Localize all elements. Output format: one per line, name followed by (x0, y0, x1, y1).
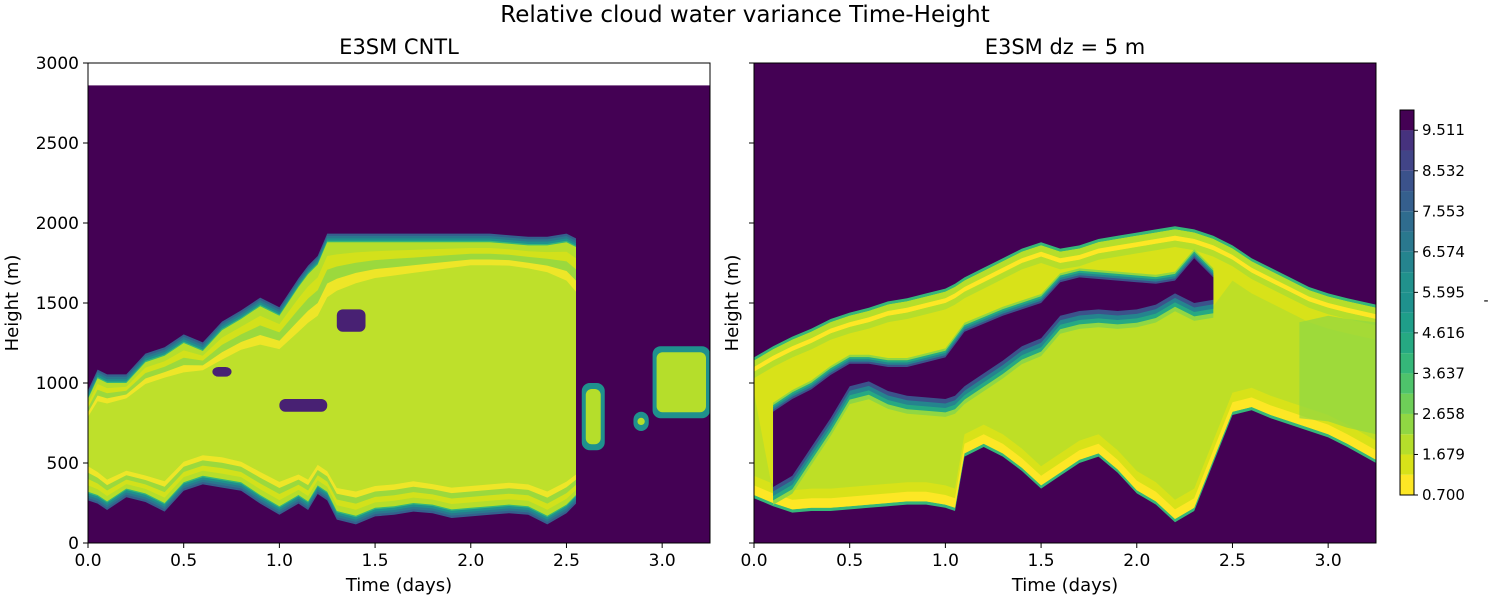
x-axis-label: Time (days) (345, 575, 452, 596)
panel-title: E3SM CNTL (339, 35, 459, 59)
y-tick-label: 2500 (36, 134, 79, 154)
panel-e3sm-cntl: E3SM CNTL 0.0 0.5 1.0 1.5 2.0 2.5 3.0 0 500 1000 15… (2, 35, 711, 596)
colorbar-segment (1400, 272, 1414, 293)
colorbar-segment (1400, 170, 1414, 192)
x-tick-label: 1.0 (932, 551, 959, 571)
contour-band (585, 389, 601, 445)
panel-title: E3SM dz = 5 m (985, 35, 1146, 59)
colorbar-tick-label: 3.637 (1422, 364, 1465, 382)
axes-frame (753, 62, 1377, 544)
x-tick-label: 2.0 (457, 551, 484, 571)
colorbar-segment (1400, 474, 1414, 495)
contour-band (754, 397, 1376, 519)
contour-band (279, 399, 328, 412)
x-tick-label: 2.0 (1123, 551, 1150, 571)
y-tick-label: 1500 (36, 294, 79, 314)
colorbar-segment (1400, 353, 1414, 374)
contour-band (336, 309, 366, 332)
contour-band (656, 352, 706, 413)
x-tick-label: 3.0 (649, 551, 676, 571)
colorbar-tick-label: 8.532 (1422, 162, 1465, 180)
figure-title: Relative cloud water variance Time-Heigh… (500, 2, 989, 28)
contour-band (754, 280, 1376, 500)
panel-e3sm-dz5: E3SM dz = 5 m 0.0 0.5 1.0 1.5 2.0 2.5 3.0 Time (… (722, 35, 1377, 596)
y-axis-label: Height (m) (722, 255, 743, 352)
colorbar-segment (1400, 413, 1414, 435)
colorbar-segment (1400, 251, 1414, 273)
colorbar-tick-label: 9.511 (1422, 121, 1465, 139)
contour-band (212, 367, 232, 377)
colorbar-segment (1400, 150, 1414, 171)
y-tick-label: 1000 (36, 374, 79, 394)
colorbar-segment (1400, 231, 1414, 252)
y-axis-label: Height (m) (2, 255, 23, 352)
contour-band (754, 240, 1376, 379)
y-tick-label: 500 (47, 454, 79, 474)
colorbar-segment (1400, 373, 1414, 394)
y-tick-label: 0 (68, 534, 79, 554)
colorbar-segment (1400, 292, 1414, 313)
colorbar-segment (1400, 332, 1414, 354)
colorbar-segment (1400, 191, 1414, 212)
colorbar-segment (1400, 211, 1414, 232)
y-tick-label: 2000 (36, 214, 79, 234)
colorbar-segment (1400, 434, 1414, 455)
contour-band (773, 258, 1214, 487)
x-tick-label: 0.0 (740, 551, 767, 571)
contour-band (1299, 315, 1376, 435)
x-tick-label: 3.0 (1315, 551, 1342, 571)
colorbar-frame (1399, 109, 1415, 496)
x-tick-label: 2.5 (553, 551, 580, 571)
x-tick-label: 2.5 (1219, 551, 1246, 571)
colorbar-tick-label: 4.616 (1422, 324, 1465, 342)
contour-band (637, 417, 645, 425)
colorbar-tick-label: 1.679 (1422, 445, 1465, 463)
x-tick-label: 1.0 (266, 551, 293, 571)
colorbar-tick-label: 7.553 (1422, 202, 1465, 220)
axes-frame (87, 62, 711, 544)
colorbar-tick-label: 5.595 (1422, 283, 1465, 301)
x-tick-label: 0.0 (74, 551, 101, 571)
contour-band (754, 229, 1376, 367)
x-tick-label: 1.5 (1028, 551, 1055, 571)
colorbar-segment (1400, 130, 1414, 151)
colorbar-segment (1400, 110, 1414, 131)
x-tick-label: 1.5 (362, 551, 389, 571)
colorbar-segment (1400, 312, 1414, 333)
colorbar-segment (1400, 454, 1414, 475)
colorbar-label: - (1483, 293, 1488, 309)
x-tick-label: 0.5 (170, 551, 197, 571)
contour-band (88, 265, 576, 492)
y-tick-label: 3000 (36, 54, 79, 74)
colorbar-tick-label: 0.700 (1422, 486, 1465, 504)
colorbar: 0.700 1.679 2.658 3.637 4.616 5.595 6.574 7.553… (1399, 109, 1489, 504)
x-axis-label: Time (days) (1011, 575, 1118, 596)
x-tick-label: 0.5 (836, 551, 863, 571)
colorbar-segment (1400, 393, 1414, 414)
colorbar-tick-label: 2.658 (1422, 405, 1465, 423)
colorbar-tick-label: 6.574 (1422, 243, 1465, 261)
